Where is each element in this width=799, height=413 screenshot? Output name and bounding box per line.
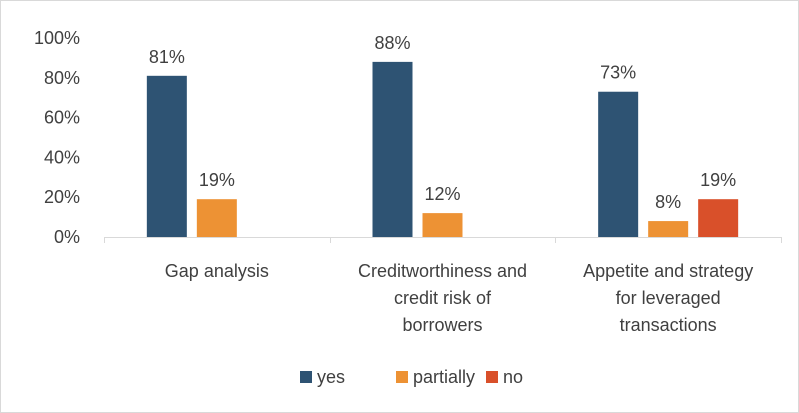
category-label: credit risk of — [394, 288, 492, 308]
bar-partially — [196, 199, 237, 237]
bar-no — [698, 199, 739, 237]
x-axis-category-dividers — [104, 237, 782, 243]
bar-yes — [146, 75, 187, 237]
bar-partially — [422, 213, 463, 237]
data-label: 81% — [149, 47, 185, 67]
legend-label: partially — [413, 367, 475, 387]
category-label: for leveraged — [616, 288, 721, 308]
category-label: Gap analysis — [165, 261, 269, 281]
bars — [146, 61, 739, 237]
y-tick-label: 100% — [34, 28, 80, 48]
category-labels: Gap analysis Creditworthiness and credit r… — [165, 261, 753, 335]
legend-swatch-no — [486, 371, 498, 383]
y-tick-label: 40% — [44, 147, 80, 167]
data-label: 19% — [700, 170, 736, 190]
data-label: 19% — [199, 170, 235, 190]
data-label: 88% — [374, 33, 410, 53]
y-tick-label: 20% — [44, 187, 80, 207]
bar-partially — [648, 221, 689, 237]
data-labels: 81% 88% 73% 19% 12% 8% 19% — [149, 33, 736, 212]
legend: yes partially no — [300, 367, 523, 387]
y-tick-label: 80% — [44, 68, 80, 88]
data-label: 12% — [424, 184, 460, 204]
category-label: transactions — [620, 315, 717, 335]
y-tick-label: 0% — [54, 227, 80, 247]
category-label: Appetite and strategy — [583, 261, 753, 281]
bar-yes — [372, 61, 413, 237]
legend-label: yes — [317, 367, 345, 387]
data-label: 73% — [600, 63, 636, 83]
y-axis-ticks: 0% 20% 40% 60% 80% 100% — [34, 28, 80, 247]
data-label: 8% — [655, 192, 681, 212]
bar-yes — [598, 91, 639, 237]
legend-label: no — [503, 367, 523, 387]
category-label: Creditworthiness and — [358, 261, 527, 281]
y-tick-label: 60% — [44, 108, 80, 128]
legend-swatch-yes — [300, 371, 312, 383]
category-label: borrowers — [402, 315, 482, 335]
legend-swatch-partially — [396, 371, 408, 383]
